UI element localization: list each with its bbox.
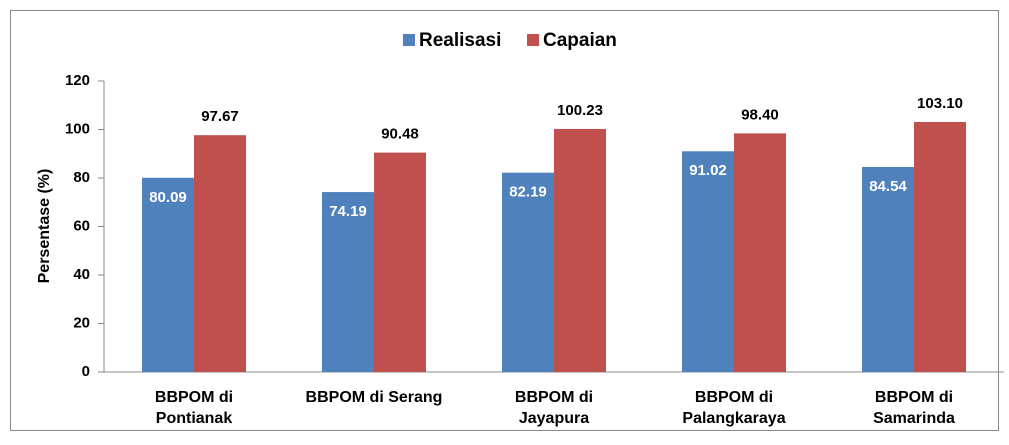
x-tick-label-line: Jayapura xyxy=(519,410,589,427)
x-tick-label-line: Pontianak xyxy=(156,410,233,427)
data-label: 100.23 xyxy=(557,102,603,119)
y-axis-title: Persentase (%) xyxy=(36,169,53,284)
x-tick-label-line: BBPOM di xyxy=(875,389,953,406)
x-tick-label-line: Samarinda xyxy=(873,410,955,427)
bar xyxy=(914,121,966,372)
x-tick-label: BBPOM di Palangkaraya xyxy=(682,389,785,427)
legend-swatch xyxy=(403,34,415,46)
legend-label: Capaian xyxy=(543,30,617,51)
data-label: 74.19 xyxy=(329,203,367,220)
y-tick-label: 60 xyxy=(73,217,90,234)
y-tick-label: 20 xyxy=(73,314,90,331)
data-label: 90.48 xyxy=(381,126,419,143)
bar xyxy=(374,152,426,372)
bar xyxy=(194,135,246,372)
data-label: 82.19 xyxy=(509,184,547,201)
x-tick-label-line: BBPOM di xyxy=(515,389,593,406)
x-tick-label: BBPOM di Serang xyxy=(306,389,443,406)
data-label: 91.02 xyxy=(689,162,727,179)
x-tick-label: BBPOM di Jayapura xyxy=(515,389,593,427)
x-tick-label-line: BBPOM di xyxy=(155,389,233,406)
x-tick-label-line: Palangkaraya xyxy=(682,410,785,427)
x-tick-label: BBPOM di Samarinda xyxy=(873,389,955,427)
y-tick-label: 100 xyxy=(65,120,90,137)
y-tick-label: 120 xyxy=(65,72,90,89)
data-label: 84.54 xyxy=(869,178,907,195)
x-tick-label-line: BBPOM di Serang xyxy=(306,389,443,406)
bar xyxy=(142,177,194,372)
bar xyxy=(554,128,606,372)
x-tick-label-line: BBPOM di xyxy=(695,389,773,406)
bar xyxy=(862,166,914,372)
data-label: 97.67 xyxy=(201,108,239,125)
bar xyxy=(734,133,786,372)
x-tick-label: BBPOM di Pontianak xyxy=(155,389,233,427)
legend-swatch xyxy=(527,34,539,46)
bar xyxy=(502,172,554,372)
bar xyxy=(322,192,374,372)
y-tick-label: 40 xyxy=(73,266,90,283)
data-label: 103.10 xyxy=(917,95,963,112)
data-label: 98.40 xyxy=(741,106,779,123)
y-tick-label: 0 xyxy=(82,363,90,380)
legend-label: Realisasi xyxy=(419,30,501,51)
data-label: 80.09 xyxy=(149,189,187,206)
y-tick-label: 80 xyxy=(73,169,90,186)
bar xyxy=(682,151,734,372)
